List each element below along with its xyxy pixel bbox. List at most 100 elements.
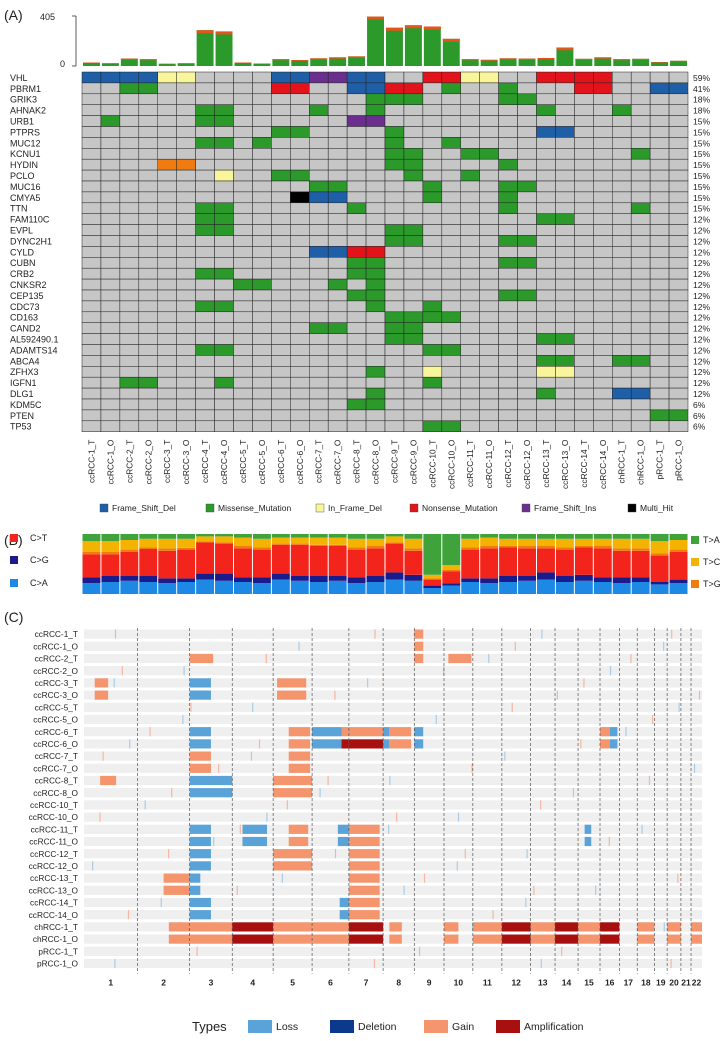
oncoprint-cell: [214, 191, 234, 204]
oncoprint-cell: [498, 420, 518, 432]
spectrum-segment: [158, 538, 177, 549]
mutation-legend-swatch: [409, 503, 419, 513]
oncoprint-cell: [517, 246, 537, 258]
gene-percent: 12%: [693, 302, 710, 312]
top-bar: [120, 58, 138, 66]
oncoprint-cell: [460, 93, 480, 105]
oncoprint-cell: [593, 191, 613, 204]
spectrum-segment: [234, 582, 252, 594]
oncoprint-cell: [157, 333, 177, 345]
oncoprint-cell: [555, 104, 575, 116]
oncoprint-cell: [271, 355, 291, 367]
oncoprint-cell: [649, 158, 670, 171]
oncoprint-cell: [346, 409, 367, 422]
oncoprint-cell: [327, 398, 348, 411]
gene-percent: 18%: [693, 106, 710, 116]
oncoprint-cell: [327, 202, 348, 214]
oncoprint-cell: [574, 409, 594, 422]
cnv-minor-mark: [492, 910, 494, 920]
spectrum-segment: [385, 572, 404, 580]
oncoprint-cell: [81, 104, 102, 116]
oncoprint-cell: [119, 333, 140, 345]
cnv-segment: [168, 922, 190, 932]
oncoprint-cell: [612, 333, 632, 345]
oncoprint-cell: [365, 333, 386, 345]
oncoprint-cell: [214, 267, 234, 280]
oncoprint-cell: [517, 398, 537, 411]
top-bar: [139, 59, 157, 66]
cnv-sample-label: ccRCC-13_O: [29, 885, 79, 895]
gene-percent: 12%: [693, 378, 710, 388]
oncoprint-cell: [81, 148, 102, 160]
cnv-row-background: [84, 763, 702, 773]
oncoprint-cell: [271, 267, 291, 280]
oncoprint-cell: [555, 158, 575, 171]
mutation-legend-swatch: [521, 503, 531, 513]
spectrum-segment: [120, 534, 139, 540]
oncoprint-cell: [271, 420, 291, 432]
spectrum-segment: [404, 534, 423, 539]
oncoprint-cell: [612, 126, 632, 138]
spectrum-segment: [499, 576, 518, 582]
spectrum-segment: [271, 543, 290, 545]
top-bar: [632, 58, 650, 66]
oncoprint-cell: [214, 398, 234, 411]
cnv-segment: [189, 836, 211, 847]
oncoprint-cell: [365, 126, 386, 138]
oncoprint-cell: [309, 289, 329, 302]
oncoprint-cell: [460, 104, 480, 116]
oncoprint-cell: [460, 420, 480, 432]
oncoprint-cell: [517, 257, 537, 269]
oncoprint-cell: [403, 300, 424, 313]
cnv-segment: [414, 653, 424, 664]
oncoprint-cell: [498, 224, 518, 236]
oncoprint-cell: [384, 126, 405, 138]
oncoprint-cell: [668, 191, 689, 204]
oncoprint-cell: [81, 322, 102, 334]
oncoprint-cell: [176, 289, 196, 302]
oncoprint-cell: [365, 267, 386, 280]
oncoprint-cell: [365, 93, 386, 105]
oncoprint-cell: [422, 311, 443, 323]
cnv-minor-mark: [595, 885, 597, 895]
cnv-minor-mark: [298, 641, 300, 651]
oncoprint-cell: [290, 311, 310, 323]
oncoprint-cell: [271, 322, 291, 334]
cnv-segment: [555, 922, 579, 932]
top-bar-cap: [423, 26, 441, 30]
oncoprint-cell: [460, 82, 480, 95]
spectrum-segment: [347, 538, 366, 548]
cnv-minor-mark: [196, 946, 198, 956]
oncoprint-cell: [460, 278, 480, 291]
oncoprint-cell: [81, 71, 102, 84]
oncoprint-cell: [252, 191, 272, 204]
sample-label: ccRCC-10_T: [427, 440, 437, 488]
sample-label: ccRCC-3_O: [181, 439, 191, 484]
cnv-minor-mark: [678, 702, 680, 712]
top-bar: [367, 16, 384, 66]
oncoprint-cell: [233, 126, 253, 138]
oncoprint-cell: [233, 180, 253, 193]
oncoprint-cell: [612, 93, 632, 105]
oncoprint-cell: [271, 104, 291, 116]
oncoprint-cell: [668, 311, 689, 323]
cnv-sample-label: pRCC-1_T: [38, 946, 78, 956]
oncoprint-cell: [498, 93, 518, 105]
oncoprint-cell: [498, 355, 518, 367]
oncoprint-cell: [138, 246, 158, 258]
oncoprint-cell: [649, 224, 670, 236]
gene-label: TTN: [10, 204, 28, 214]
cnv-segment: [232, 922, 274, 932]
oncoprint-cell: [81, 93, 102, 105]
cnv-segment: [348, 739, 384, 749]
oncoprint-cell: [327, 224, 348, 236]
oncoprint-cell: [214, 71, 234, 84]
cnv-segment: [443, 922, 459, 932]
oncoprint-cell: [630, 213, 651, 225]
oncoprint-cell: [195, 355, 215, 367]
spectrum-segment: [404, 538, 423, 549]
oncoprint-cell: [271, 148, 291, 160]
mutation-legend-label: Missense_Mutation: [218, 503, 292, 513]
spectrum-segment: [669, 549, 688, 552]
